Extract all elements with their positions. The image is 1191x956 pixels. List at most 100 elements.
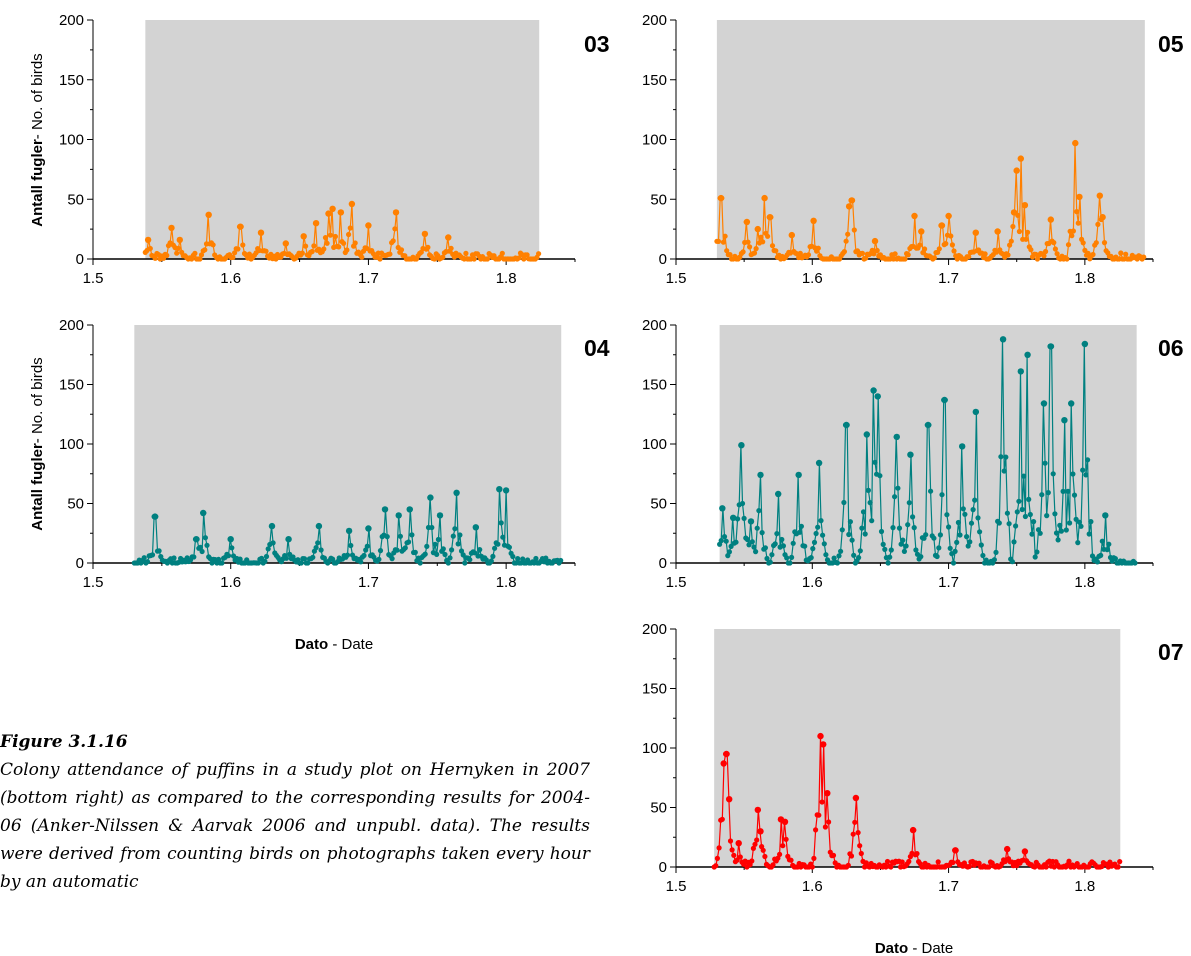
peak-point [781, 818, 789, 825]
data-point [950, 859, 956, 866]
peak-point [300, 233, 307, 240]
data-point [1050, 471, 1056, 477]
peak-point [200, 509, 207, 517]
data-point [962, 511, 968, 517]
peak-point [406, 506, 413, 513]
chart-panel-05: 0 50 100 150 200 1.5 1.6 1.7 1.8 05 [642, 12, 1184, 287]
data-point [141, 555, 147, 561]
x-tick-label: 1.7 [938, 270, 959, 287]
data-point [975, 515, 981, 521]
data-point [1019, 506, 1025, 513]
data-point [978, 542, 984, 548]
data-point [520, 556, 526, 562]
data-point [851, 227, 857, 233]
data-point [892, 494, 898, 500]
data-point [762, 853, 768, 860]
data-point [322, 235, 329, 241]
data-point [477, 547, 483, 553]
data-point [462, 560, 468, 566]
peak-point [268, 522, 276, 530]
peak-point [337, 209, 345, 216]
y-tick-label: 100 [642, 436, 667, 453]
data-point [1028, 247, 1034, 253]
data-point [753, 549, 759, 555]
data-point [902, 256, 908, 262]
peak-point [282, 240, 289, 247]
data-point [191, 554, 197, 560]
data-point [452, 526, 458, 532]
data-point [262, 558, 268, 564]
data-point [1008, 238, 1014, 244]
x-axis-label-rest: - Date [328, 636, 373, 653]
data-point [783, 836, 789, 842]
data-point [719, 816, 725, 822]
y-tick-label: 200 [642, 12, 667, 29]
data-point [744, 536, 751, 543]
data-point [1011, 539, 1017, 545]
peak-point [717, 194, 725, 202]
data-point [815, 245, 821, 251]
data-point [490, 553, 496, 560]
data-point [263, 248, 269, 254]
data-point [839, 527, 845, 533]
data-point [797, 529, 803, 535]
data-point [484, 256, 490, 262]
peak-point [237, 223, 244, 230]
data-point [991, 557, 998, 563]
data-point [847, 519, 854, 525]
data-point [952, 548, 958, 555]
data-point [923, 532, 929, 538]
x-axis-label-rest: - Date [908, 940, 953, 956]
data-point [1094, 559, 1100, 565]
data-point [1022, 513, 1028, 520]
x-tick-label: 1.8 [496, 574, 517, 591]
data-point [966, 254, 972, 260]
data-point [808, 555, 814, 561]
data-point [843, 238, 849, 244]
peak-point [1081, 340, 1089, 348]
x-tick-label: 1.6 [220, 574, 241, 591]
data-point [946, 524, 952, 530]
peak-point [918, 228, 925, 235]
data-point [171, 555, 177, 561]
x-tick-label: 1.5 [83, 574, 104, 591]
data-point [543, 555, 549, 561]
data-point [352, 240, 358, 246]
peak-point [365, 222, 372, 229]
data-point [1026, 496, 1032, 502]
peak-point [720, 760, 727, 767]
data-point [822, 824, 829, 830]
peak-point [907, 451, 914, 458]
data-point [749, 539, 755, 545]
data-point [406, 539, 412, 545]
peak-point [815, 459, 823, 467]
data-point [202, 247, 208, 253]
data-point [760, 847, 766, 853]
peak-point [427, 494, 434, 501]
data-point [431, 256, 438, 262]
data-point [1021, 473, 1027, 479]
y-axis-label-bold: Antall fugler [29, 139, 46, 227]
data-point [831, 555, 837, 561]
x-axis-label: Dato - Date [875, 940, 953, 956]
data-point [1054, 251, 1060, 257]
peak-point [348, 200, 356, 208]
data-point [888, 547, 894, 553]
peak-point [893, 433, 900, 441]
peak-point [795, 471, 802, 479]
peak-point [1013, 167, 1020, 174]
data-point [144, 559, 151, 565]
peak-point [845, 203, 853, 210]
data-point [315, 540, 321, 546]
data-point [283, 555, 289, 561]
data-point [788, 857, 794, 863]
data-point [510, 553, 516, 560]
data-point [750, 845, 757, 852]
data-point [1132, 560, 1138, 566]
data-point [1117, 859, 1123, 865]
data-point [728, 543, 734, 550]
data-point [1053, 530, 1060, 536]
data-point [1060, 488, 1066, 494]
data-point [192, 250, 198, 256]
data-point [811, 539, 818, 546]
